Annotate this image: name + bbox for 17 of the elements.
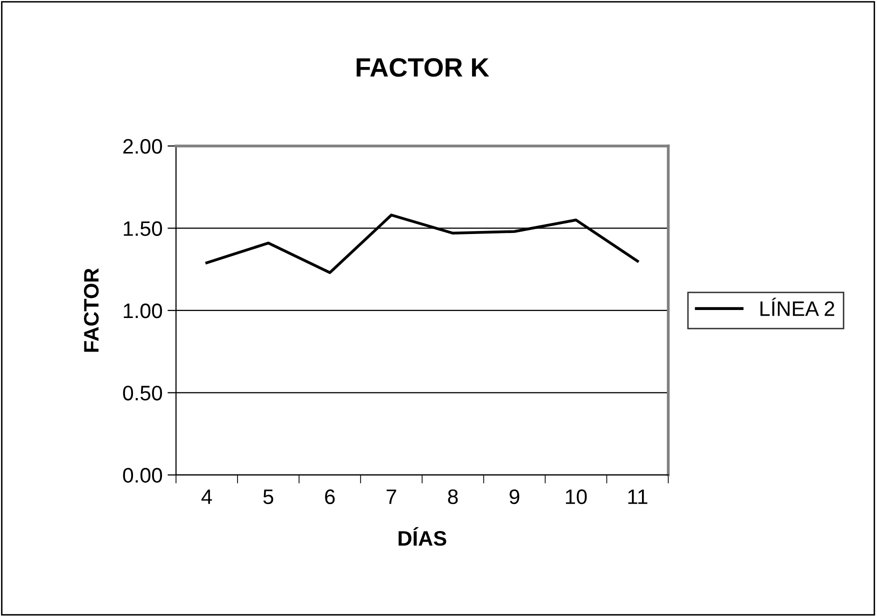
y-tick-label: 0.50	[123, 386, 162, 400]
legend-label: LÍNEA 2	[760, 298, 834, 316]
x-axis-title: DÍAS	[398, 527, 446, 546]
chart-title: FACTOR K	[356, 58, 490, 77]
x-tick-label: 10	[566, 489, 587, 504]
y-tick-label: 1.00	[124, 303, 162, 318]
y-tick-label: 1.50	[124, 221, 162, 236]
x-tick-label: 7	[386, 490, 396, 504]
x-tick-label: 5	[263, 490, 274, 504]
y-tick-label: 0.00	[123, 468, 162, 483]
x-tick-label: 6	[325, 489, 335, 504]
x-tick-label: 8	[448, 489, 458, 504]
y-tick-label: 2.00	[123, 138, 162, 154]
x-tick-label: 4	[201, 490, 212, 504]
y-axis-title: FACTOR	[84, 268, 99, 352]
x-tick-label: 11	[628, 490, 648, 504]
x-tick-label: 9	[510, 489, 520, 504]
